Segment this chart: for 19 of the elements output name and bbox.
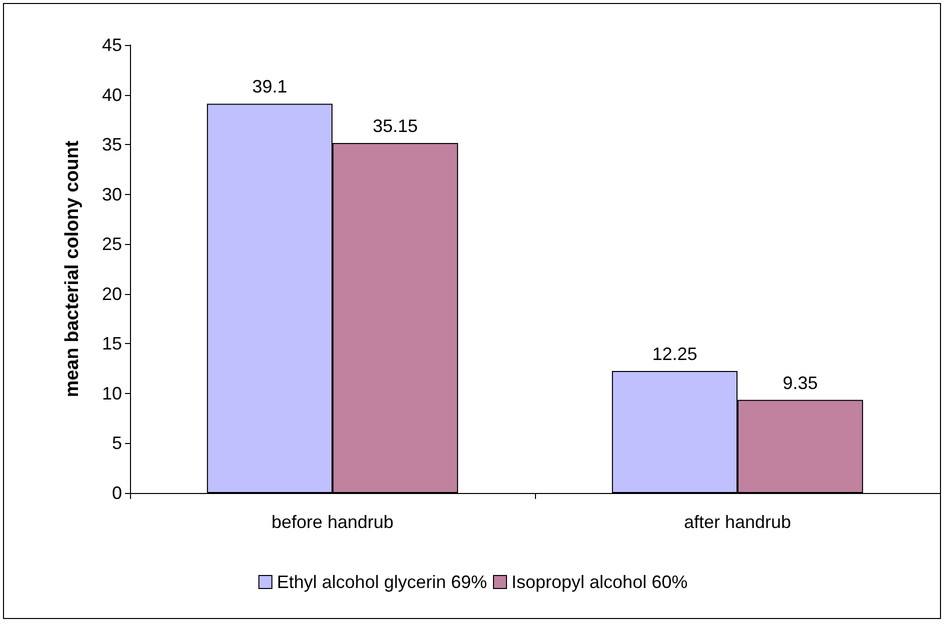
legend-label: Ethyl alcohol glycerin 69%: [276, 572, 488, 592]
y-tick-label: 25: [102, 234, 122, 254]
data-label: 12.25: [652, 344, 698, 364]
y-tick-label: 45: [102, 35, 122, 55]
x-tick-label: after handrub: [684, 512, 792, 532]
y-tick-label: 10: [102, 383, 122, 404]
data-label: 9.35: [782, 372, 818, 393]
y-tick-label: 35: [102, 134, 122, 155]
y-tick-label: 5: [112, 433, 122, 454]
y-tick-label: 20: [102, 284, 122, 304]
y-tick-label: 30: [102, 184, 122, 204]
data-label: 35.15: [372, 116, 418, 136]
y-tick-label: 0: [112, 483, 122, 503]
x-tick-label: before handrub: [271, 512, 394, 532]
y-axis-title: mean bacterial colony count: [62, 140, 83, 398]
y-tick-label: 15: [102, 334, 122, 354]
data-label: 39.1: [252, 76, 288, 97]
legend-label: Isopropyl alcohol 60%: [512, 572, 688, 592]
y-tick-label: 40: [102, 84, 122, 105]
